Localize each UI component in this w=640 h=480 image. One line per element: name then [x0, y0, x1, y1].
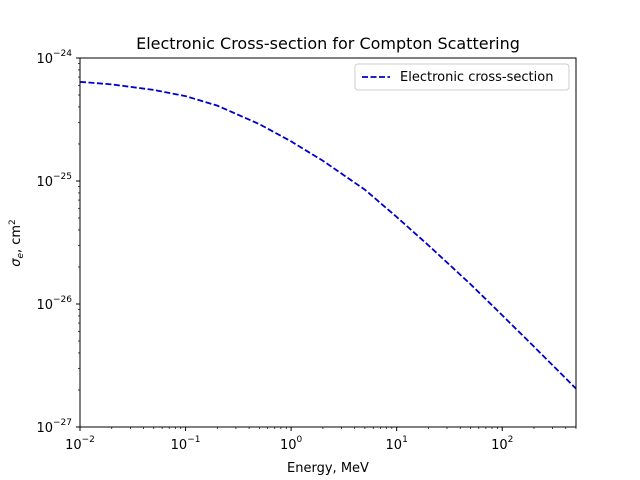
y-axis-label-subscript: e	[16, 253, 26, 259]
x-axis-label: Energy, MeV	[287, 461, 369, 476]
legend: Electronic cross-section	[354, 63, 570, 91]
x-tick-label: 10−2	[65, 435, 95, 453]
y-tick-label: 10−25	[36, 172, 72, 190]
legend-box	[354, 63, 570, 91]
chart-title: Electronic Cross-section for Compton Sca…	[136, 34, 520, 53]
axes-layer	[79, 57, 577, 428]
y-tick-label: 10−24	[36, 49, 72, 67]
y-tick-label: 10−27	[36, 418, 72, 436]
series-layer	[79, 80, 577, 390]
y-tick-label: 10−26	[36, 295, 72, 313]
x-tick-label: 10−1	[171, 435, 201, 453]
legend-entry-label: Electronic cross-section	[400, 70, 553, 85]
x-tick-label: 101	[386, 435, 408, 453]
y-axis-label: σe, cm2	[8, 219, 26, 267]
y-axis-label-symbol: σ	[9, 258, 24, 267]
x-tick-label: 102	[491, 435, 513, 453]
x-tick-label: 100	[280, 435, 303, 453]
axes-frame	[79, 57, 577, 428]
series-line-0	[79, 80, 577, 390]
y-axis-label-unit-sup: 2	[8, 219, 18, 225]
ticks-layer: 10−2 10−1 100 101 102 10−27 10−26 10−25 10−24	[36, 49, 577, 453]
y-axis-label-unit: , cm	[9, 225, 24, 253]
